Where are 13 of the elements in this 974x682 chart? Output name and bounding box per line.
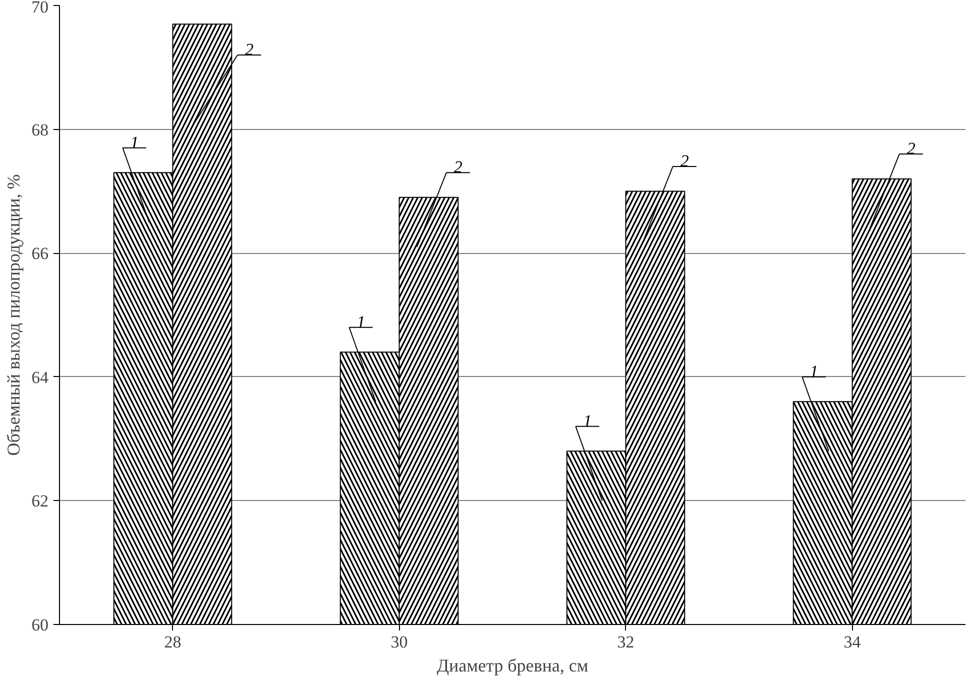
x-axis-title: Диаметр бревна, см [436,656,588,676]
x-tick-label: 30 [390,632,408,652]
x-tick-label: 28 [164,632,182,652]
y-tick-label: 66 [32,244,48,264]
y-tick-label: 64 [32,368,49,387]
y-tick-label: 68 [32,120,48,140]
y-tick-label: 62 [32,492,48,511]
x-tick-label: 34 [844,632,862,652]
x-tick-label: 32 [617,632,634,652]
y-tick-label: 70 [32,0,48,16]
y-tick-label: 60 [32,616,48,634]
y-axis-title: Объемный выход пилопродукции, % [4,174,24,456]
text: 2 [454,158,462,177]
